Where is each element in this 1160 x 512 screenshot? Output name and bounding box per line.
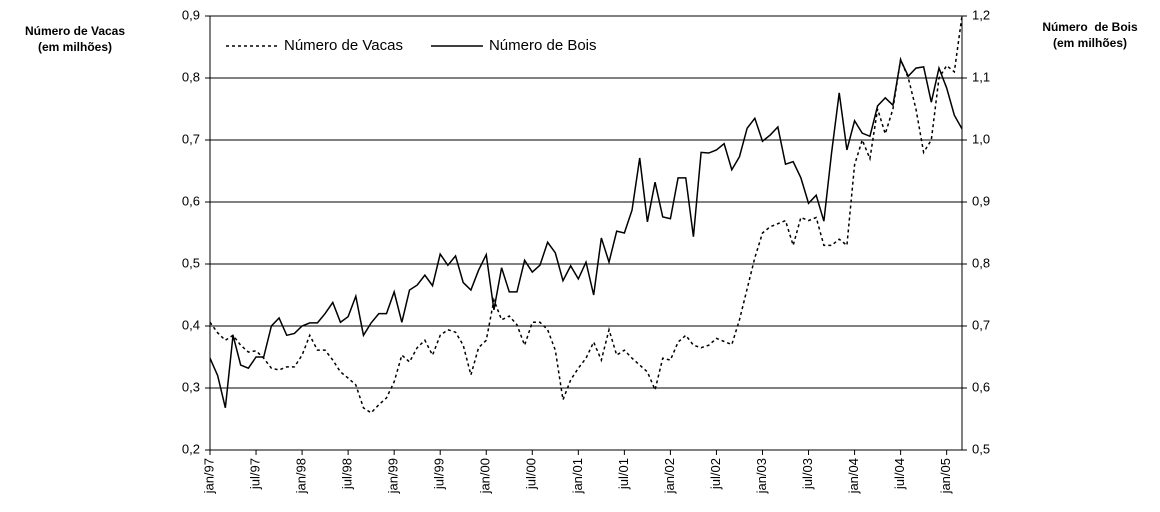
y-tick-label: 0,8 <box>182 69 200 84</box>
x-tick-label: jan/98 <box>294 458 309 494</box>
y-tick-label: 0,6 <box>182 193 200 208</box>
x-tick-label: jul/03 <box>800 458 815 490</box>
legend-label: Número de Vacas <box>284 37 403 54</box>
x-tick-label: jul/97 <box>247 458 262 490</box>
x-tick-label: jan/01 <box>570 458 585 494</box>
series-line <box>209 15 963 414</box>
y-tick-label: 0,5 <box>182 255 200 270</box>
y-tick-label: 0,3 <box>182 379 200 394</box>
x-tick-label: jul/04 <box>892 458 907 490</box>
x-tick-label: jan/03 <box>754 458 769 494</box>
y2-tick-label: 1,2 <box>972 7 990 22</box>
x-tick-label: jul/01 <box>616 458 631 490</box>
y2-tick-label: 0,8 <box>972 255 990 270</box>
x-tick-label: jul/99 <box>432 458 447 490</box>
x-tick-label: jan/99 <box>386 458 401 494</box>
x-tick-label: jan/97 <box>201 458 216 494</box>
y2-axis-title: Número de Bois <box>1042 20 1138 34</box>
legend-label: Número de Bois <box>489 37 597 54</box>
y-axis-title: (em milhões) <box>38 40 112 54</box>
y2-tick-label: 1,1 <box>972 69 990 84</box>
y-axis-title: Número de Vacas <box>25 24 125 38</box>
y2-tick-label: 1,0 <box>972 131 990 146</box>
y-tick-label: 0,2 <box>182 441 200 456</box>
x-tick-label: jan/00 <box>478 458 493 494</box>
x-tick-label: jan/05 <box>938 458 953 494</box>
plot-border <box>209 15 963 451</box>
y-tick-label: 0,7 <box>182 131 200 146</box>
y-tick-label: 0,4 <box>182 317 200 332</box>
x-tick-label: jul/98 <box>340 458 355 490</box>
y-tick-label: 0,9 <box>182 7 200 22</box>
y2-axis-title: (em milhões) <box>1053 36 1127 50</box>
y2-tick-label: 0,7 <box>972 317 990 332</box>
x-tick-label: jul/02 <box>708 458 723 490</box>
x-tick-label: jan/02 <box>662 458 677 494</box>
x-tick-label: jul/00 <box>524 458 539 490</box>
y2-tick-label: 0,5 <box>972 441 990 456</box>
y2-tick-label: 0,9 <box>972 193 990 208</box>
y2-tick-label: 0,6 <box>972 379 990 394</box>
x-tick-label: jan/04 <box>846 458 861 494</box>
series-line <box>209 57 963 409</box>
